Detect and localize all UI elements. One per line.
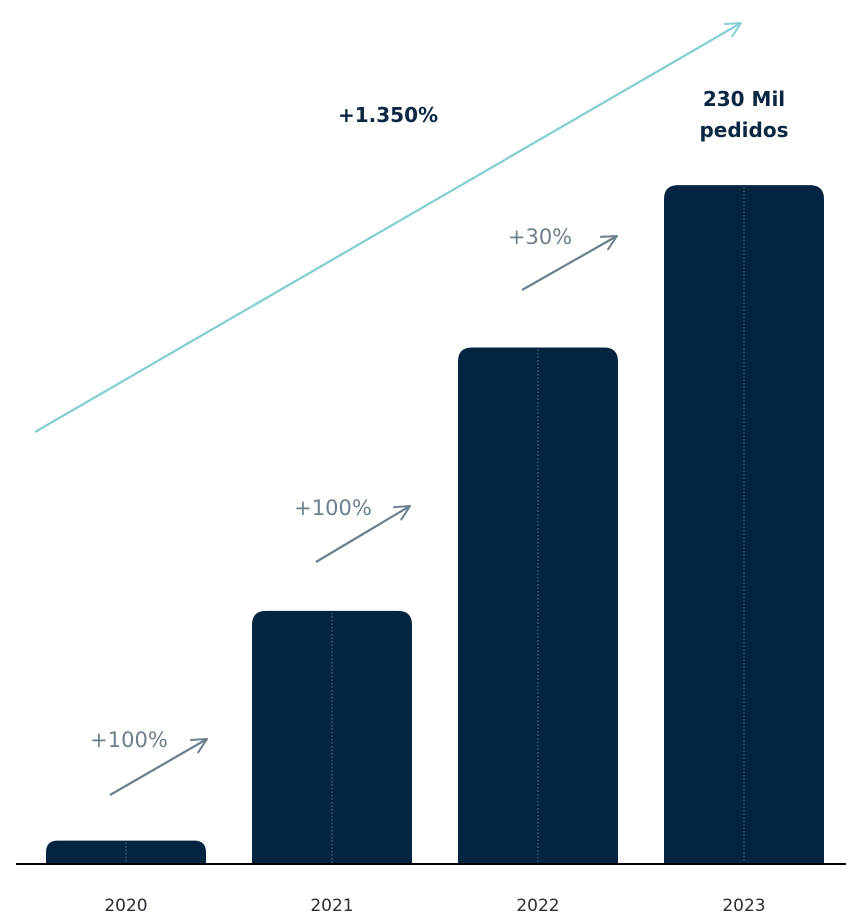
last-value-label-line2: pedidos — [699, 118, 788, 142]
step-growth-label-2022-2023: +30% — [508, 225, 572, 249]
step-growth-label-2020-2021: +100% — [90, 728, 168, 752]
step-arrow-2020-2021 — [109, 738, 208, 796]
x-tick-label-2020: 2020 — [104, 896, 147, 916]
last-value-label-line1: 230 Mil — [703, 87, 785, 111]
step-arrow-2021-2022 — [315, 505, 411, 563]
bar-2021 — [252, 610, 412, 864]
bars-group — [46, 185, 824, 865]
x-tick-label-2023: 2023 — [722, 896, 765, 916]
x-tick-label-2022: 2022 — [516, 896, 559, 916]
bar-2020 — [46, 840, 206, 864]
total-growth-arrow — [34, 22, 742, 433]
x-tick-labels: 2020 2021 2022 2023 — [104, 896, 765, 916]
step-growth-label-2021-2022: +100% — [294, 496, 372, 520]
total-growth-label: +1.350% — [338, 103, 438, 127]
x-tick-label-2021: 2021 — [310, 896, 353, 916]
step-arrows-group: +100% +100% +30% — [90, 225, 618, 796]
step-arrow-2022-2023 — [521, 235, 618, 291]
